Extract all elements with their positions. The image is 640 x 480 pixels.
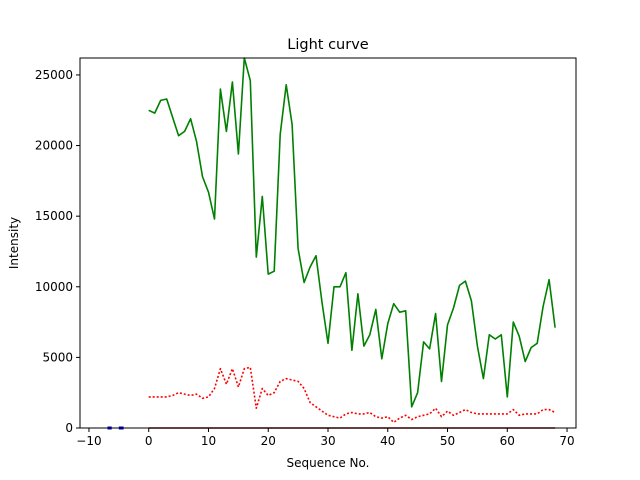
series-line-0	[148, 57, 556, 408]
x-axis-label: Sequence No.	[287, 456, 370, 470]
x-tick-label: 40	[380, 434, 395, 448]
x-tick-label: 0	[145, 434, 153, 448]
chart-title: Light curve	[287, 37, 369, 53]
x-tick-label: 30	[320, 434, 335, 448]
series-layer	[107, 57, 556, 430]
series-0	[148, 57, 556, 408]
x-tick-label: 20	[261, 434, 276, 448]
y-axis: 0 5000 10000 15000 20000 25000	[35, 68, 80, 435]
x-tick-label: −10	[76, 434, 101, 448]
y-tick-label: 10000	[35, 280, 73, 294]
y-tick-label: 20000	[35, 139, 73, 153]
y-tick-label: 15000	[35, 209, 73, 223]
x-tick-label: 60	[500, 434, 515, 448]
x-tick-label: 70	[559, 434, 574, 448]
y-tick-label: 25000	[35, 68, 73, 82]
series-line-1	[148, 366, 556, 424]
x-tick-label: 50	[440, 434, 455, 448]
x-tick-label: 10	[201, 434, 216, 448]
x-axis: −10 0 10 20 30 40 50 60 70	[76, 428, 575, 448]
y-tick-label: 5000	[42, 350, 73, 364]
y-tick-label: 0	[65, 421, 73, 435]
series-1	[148, 366, 556, 424]
y-axis-label: Intensity	[7, 217, 21, 269]
